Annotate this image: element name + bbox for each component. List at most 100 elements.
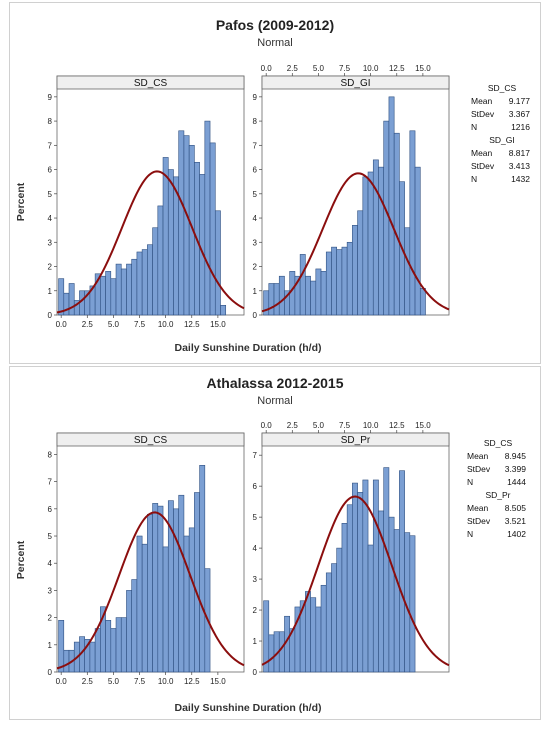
histogram-bar bbox=[299, 254, 306, 316]
legend-n-value: 1216 bbox=[511, 122, 530, 132]
histogram-bar bbox=[325, 251, 332, 316]
y-tick-label: 5 bbox=[253, 190, 258, 199]
legend-mean-value: 8.945 bbox=[505, 451, 527, 461]
histogram-bar bbox=[115, 263, 122, 316]
x-tick-label: 12.5 bbox=[184, 677, 200, 686]
legend-mean-label: Mean bbox=[467, 503, 489, 513]
histogram-bar bbox=[147, 513, 153, 673]
x-tick-label: 10.0 bbox=[158, 677, 174, 686]
facet-strip-label: SD_CS bbox=[134, 78, 168, 89]
legend-stdev-label: StDev bbox=[471, 161, 495, 171]
x-tick-label: 5.0 bbox=[108, 320, 120, 329]
y-axis-label: Percent bbox=[15, 182, 27, 221]
y-tick-label: 0 bbox=[253, 668, 258, 677]
y-tick-label: 2 bbox=[253, 263, 258, 272]
y-tick-label: 4 bbox=[48, 214, 53, 223]
legend-series-name: SD_CS bbox=[488, 83, 517, 93]
histogram-bar bbox=[346, 504, 353, 673]
panel-subtitle: Normal bbox=[257, 395, 292, 407]
legend-series-name: SD_Pr bbox=[485, 490, 510, 500]
histogram-bar bbox=[336, 547, 343, 673]
y-tick-label: 4 bbox=[48, 559, 53, 568]
legend-stdev-value: 3.399 bbox=[505, 464, 527, 474]
x-axis-label: Daily Sunshine Duration (h/d) bbox=[174, 342, 321, 354]
panel-subtitle: Normal bbox=[257, 37, 292, 49]
x-tick-label: 5.0 bbox=[313, 421, 325, 430]
y-tick-label: 3 bbox=[48, 238, 53, 247]
legend-mean-value: 8.817 bbox=[509, 148, 531, 158]
y-tick-label: 3 bbox=[48, 586, 53, 595]
y-tick-label: 3 bbox=[253, 238, 258, 247]
y-tick-label: 3 bbox=[253, 575, 258, 584]
x-tick-label: 2.5 bbox=[287, 64, 299, 73]
histogram-bar bbox=[100, 275, 106, 316]
histogram-bar bbox=[331, 246, 337, 316]
y-tick-label: 5 bbox=[253, 513, 258, 522]
histogram-bar bbox=[120, 268, 127, 316]
histogram-bar bbox=[320, 584, 327, 673]
normal-fit-curve bbox=[261, 495, 450, 667]
histogram-bar bbox=[194, 492, 200, 673]
histogram-bar bbox=[278, 275, 285, 316]
y-tick-label: 5 bbox=[48, 190, 53, 199]
x-tick-label: 0.0 bbox=[261, 64, 273, 73]
legend-mean-label: Mean bbox=[471, 96, 493, 106]
histogram-bar bbox=[183, 135, 190, 316]
normal-fit-curve bbox=[56, 170, 245, 314]
facet-strip-label: SD_Pr bbox=[341, 435, 371, 446]
y-tick-label: 4 bbox=[253, 214, 258, 223]
histogram-bar bbox=[419, 288, 426, 316]
histogram-bar bbox=[409, 130, 416, 316]
x-tick-label: 5.0 bbox=[313, 64, 325, 73]
histogram-bar bbox=[320, 271, 327, 316]
panel-title: Athalassa 2012-2015 bbox=[207, 375, 344, 391]
histogram-bar bbox=[367, 171, 374, 316]
histogram-bar bbox=[393, 132, 400, 316]
histogram-sd-gi: SD_GI 0 1 2 3 4 5 6 7 8 9 0.0 2.5 5.0 7.5 10.0 12.5 15.0 bbox=[253, 64, 450, 320]
histogram-bar bbox=[136, 251, 143, 316]
y-tick-label: 2 bbox=[48, 614, 53, 623]
y-tick-label: 1 bbox=[253, 637, 258, 646]
legend-n-label: N bbox=[467, 529, 473, 539]
y-tick-label: 1 bbox=[48, 641, 53, 650]
y-tick-label: 8 bbox=[253, 117, 258, 126]
facet-strip bbox=[261, 432, 450, 447]
histogram-bar bbox=[63, 649, 70, 673]
histogram-bar bbox=[362, 176, 369, 316]
histogram-bar bbox=[110, 628, 117, 673]
histogram-bar bbox=[352, 482, 358, 673]
histogram-bar bbox=[141, 249, 148, 316]
histogram-bar bbox=[105, 271, 112, 316]
x-tick-label: 2.5 bbox=[82, 677, 94, 686]
facet-strip bbox=[56, 75, 245, 90]
y-tick-label: 0 bbox=[253, 311, 258, 320]
histogram-bar bbox=[399, 470, 405, 673]
histogram-bar bbox=[178, 494, 185, 673]
histogram-bar bbox=[136, 535, 143, 673]
histogram-bar bbox=[273, 283, 280, 316]
legend-n-value: 1444 bbox=[507, 477, 526, 487]
legend-stdev-label: StDev bbox=[471, 109, 495, 119]
x-tick-label: 10.0 bbox=[158, 320, 174, 329]
y-tick-label: 7 bbox=[48, 141, 53, 150]
legend-n-label: N bbox=[471, 174, 477, 184]
legend-stdev-value: 3.413 bbox=[509, 161, 531, 171]
histogram-bar bbox=[372, 479, 379, 673]
x-tick-label: 7.5 bbox=[339, 64, 351, 73]
histogram-bar bbox=[162, 546, 169, 673]
y-tick-label: 9 bbox=[48, 93, 53, 102]
histogram-bar bbox=[209, 142, 216, 316]
facet-strip bbox=[56, 432, 245, 447]
histogram-bar bbox=[305, 275, 311, 316]
histogram-bar bbox=[414, 166, 421, 316]
legend: SD_CS Mean 9.177 StDev 3.367 N 1216 SD_G… bbox=[471, 83, 530, 184]
normal-fit-curve bbox=[56, 511, 245, 670]
x-tick-label: 2.5 bbox=[82, 320, 94, 329]
histogram-bar bbox=[268, 634, 275, 673]
x-tick-label: 10.0 bbox=[363, 64, 379, 73]
histogram-bar bbox=[315, 606, 322, 673]
y-tick-label: 1 bbox=[48, 287, 53, 296]
facet-strip-label: SD_GI bbox=[340, 78, 370, 89]
histogram-bar bbox=[310, 597, 317, 673]
